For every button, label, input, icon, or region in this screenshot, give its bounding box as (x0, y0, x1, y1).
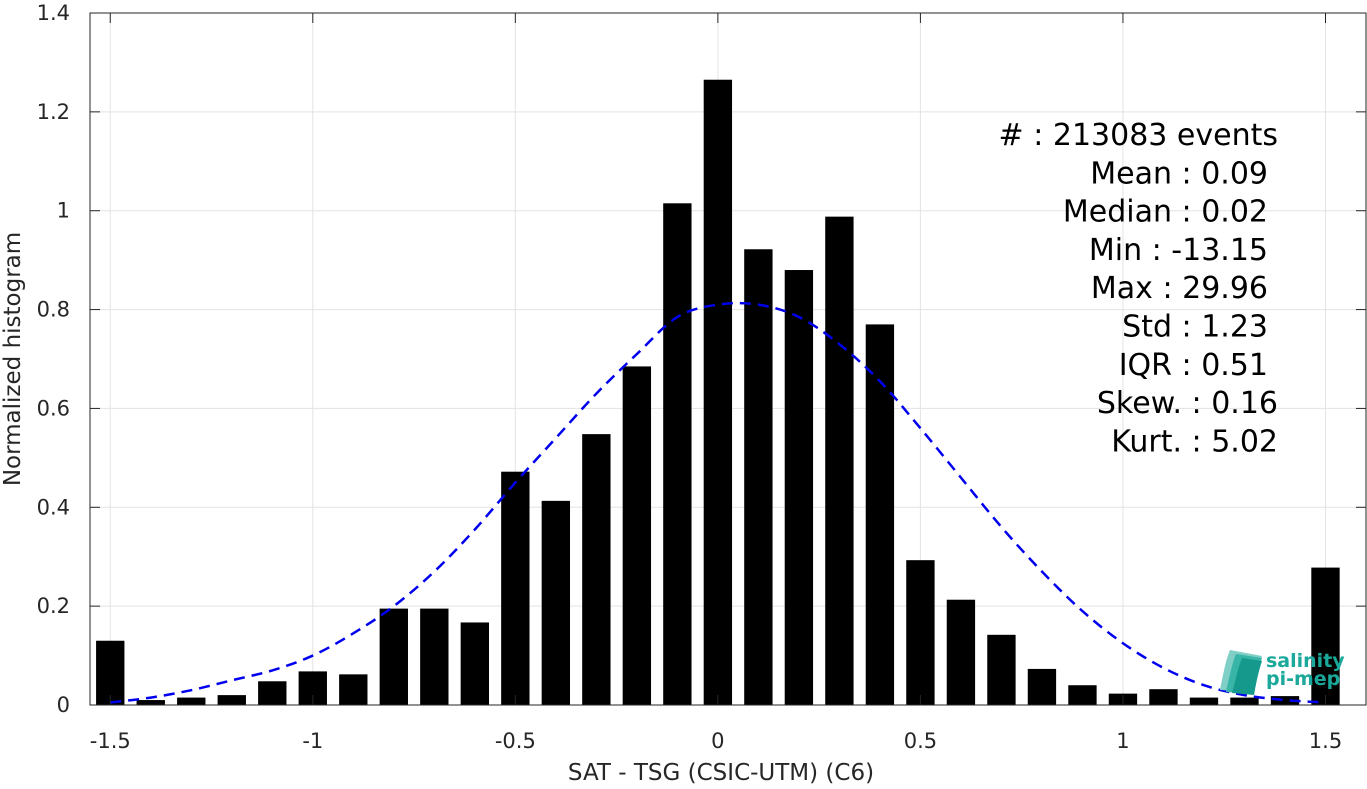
histogram-bar (1189, 697, 1219, 705)
histogram-bar (460, 622, 490, 705)
y-tick-label: 0.2 (37, 594, 70, 618)
histogram-bar (217, 695, 246, 705)
histogram-bar (663, 203, 692, 706)
histogram-bar (96, 640, 125, 705)
histogram-bar (744, 249, 773, 706)
x-tick-labels: -1.5 -1 -0.5 0 0.5 1 1.5 (90, 729, 1342, 753)
y-tick-label: 0.6 (37, 396, 70, 420)
y-tick-label: 0.4 (37, 495, 70, 519)
stat-line: Median : 0.02 (1063, 195, 1268, 230)
histogram-bar (339, 674, 368, 705)
histogram-bar (622, 366, 652, 705)
x-tick-label: 1.5 (1309, 729, 1342, 753)
axis-ticks (90, 12, 1366, 706)
histogram-bar (1311, 567, 1340, 705)
logo-text-pi-mep: pi-mep (1266, 668, 1340, 690)
stat-line: Skew. : 0.16 (1097, 386, 1278, 421)
histogram-bar (501, 471, 530, 705)
logo-text-salinity: salinity (1266, 650, 1345, 672)
histogram-bar (825, 216, 854, 705)
x-tick-label: -1 (302, 729, 323, 753)
histogram-bar (987, 634, 1016, 705)
histogram-bar (379, 608, 408, 705)
x-tick-label: 0 (711, 729, 724, 753)
stat-line: Kurt. : 5.02 (1111, 424, 1278, 459)
x-tick-label: 1 (1116, 729, 1129, 753)
x-tick-label: -0.5 (495, 729, 536, 753)
histogram-bar (946, 599, 976, 705)
wave-logo-icon (1220, 650, 1262, 695)
x-tick-label: -1.5 (90, 729, 131, 753)
y-tick-label: 0 (57, 693, 70, 717)
histogram-bar (582, 434, 611, 705)
histogram-bar (865, 324, 895, 705)
histogram-bars (96, 79, 1340, 706)
histogram-bar (420, 608, 449, 705)
stat-line: Max : 29.96 (1091, 271, 1268, 306)
histogram-bar (906, 560, 935, 705)
stat-line: IQR : 0.51 (1119, 348, 1268, 383)
histogram-bar (784, 270, 814, 705)
stat-line: Min : -13.15 (1089, 233, 1268, 268)
histogram-bar (258, 681, 287, 705)
x-axis-label: SAT - TSG (CSIC-UTM) (C6) (568, 760, 874, 785)
histogram-bar (1230, 697, 1259, 705)
axes-frame (89, 12, 1367, 706)
stat-line: Mean : 0.09 (1090, 156, 1268, 191)
histogram-bar (541, 500, 571, 705)
y-tick-label: 0.8 (37, 298, 70, 322)
histogram-bar (1149, 689, 1178, 705)
histogram-bar (1270, 696, 1300, 705)
y-tick-label: 1.4 (37, 1, 70, 25)
y-tick-labels: 0 0.2 0.4 0.6 0.8 1 1.2 1.4 (37, 1, 70, 717)
stat-line: Std : 1.23 (1122, 310, 1268, 345)
histogram-bar (136, 700, 165, 705)
x-tick-label: 0.5 (904, 729, 937, 753)
histogram-bar (1068, 685, 1097, 705)
histogram-bar (177, 697, 206, 705)
stat-line: # : 213083 events (999, 118, 1278, 153)
y-tick-label: 1 (57, 199, 70, 223)
histogram-bar (1027, 668, 1057, 705)
salinity-pi-mep-logo: salinity pi-mep (1220, 650, 1345, 695)
histogram-bar (703, 79, 733, 705)
y-axis-label: Normalized histogram (0, 232, 26, 486)
gaussian-fit-curve (110, 301, 1326, 704)
y-tick-label: 1.2 (37, 100, 70, 124)
